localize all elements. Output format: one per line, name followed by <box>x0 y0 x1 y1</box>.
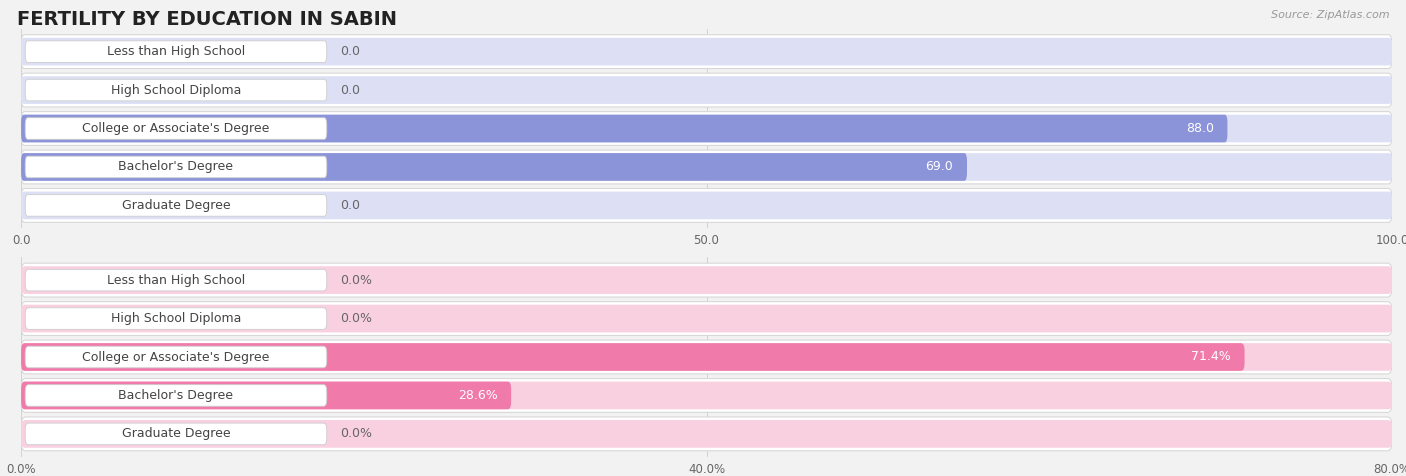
FancyBboxPatch shape <box>21 420 1392 448</box>
Text: 0.0: 0.0 <box>340 45 360 58</box>
FancyBboxPatch shape <box>21 305 1392 332</box>
FancyBboxPatch shape <box>21 191 1392 219</box>
FancyBboxPatch shape <box>25 41 326 62</box>
Text: Graduate Degree: Graduate Degree <box>122 199 231 212</box>
FancyBboxPatch shape <box>21 266 1392 294</box>
FancyBboxPatch shape <box>21 302 1392 336</box>
Text: 28.6%: 28.6% <box>458 389 498 402</box>
FancyBboxPatch shape <box>21 343 1392 371</box>
FancyBboxPatch shape <box>21 188 1392 222</box>
Text: Less than High School: Less than High School <box>107 274 245 287</box>
FancyBboxPatch shape <box>25 79 326 101</box>
FancyBboxPatch shape <box>21 417 1392 451</box>
Text: 0.0: 0.0 <box>340 84 360 97</box>
Text: Less than High School: Less than High School <box>107 45 245 58</box>
Text: College or Associate's Degree: College or Associate's Degree <box>83 122 270 135</box>
Text: 0.0%: 0.0% <box>340 312 373 325</box>
FancyBboxPatch shape <box>25 385 326 406</box>
FancyBboxPatch shape <box>21 382 1392 409</box>
Text: 88.0: 88.0 <box>1185 122 1213 135</box>
FancyBboxPatch shape <box>21 378 1392 412</box>
FancyBboxPatch shape <box>21 150 1392 184</box>
FancyBboxPatch shape <box>21 263 1392 297</box>
FancyBboxPatch shape <box>21 115 1392 142</box>
FancyBboxPatch shape <box>21 76 1392 104</box>
FancyBboxPatch shape <box>21 382 512 409</box>
FancyBboxPatch shape <box>21 340 1392 374</box>
Text: Bachelor's Degree: Bachelor's Degree <box>118 389 233 402</box>
FancyBboxPatch shape <box>25 346 326 368</box>
Text: FERTILITY BY EDUCATION IN SABIN: FERTILITY BY EDUCATION IN SABIN <box>17 10 396 29</box>
FancyBboxPatch shape <box>25 195 326 216</box>
FancyBboxPatch shape <box>21 343 1244 371</box>
Text: 0.0: 0.0 <box>340 199 360 212</box>
FancyBboxPatch shape <box>25 308 326 329</box>
Text: College or Associate's Degree: College or Associate's Degree <box>83 350 270 364</box>
FancyBboxPatch shape <box>21 35 1392 69</box>
FancyBboxPatch shape <box>21 115 1227 142</box>
FancyBboxPatch shape <box>21 73 1392 107</box>
Text: Source: ZipAtlas.com: Source: ZipAtlas.com <box>1271 10 1389 20</box>
FancyBboxPatch shape <box>21 38 1392 66</box>
Text: 69.0: 69.0 <box>925 160 953 173</box>
FancyBboxPatch shape <box>21 153 967 181</box>
Text: High School Diploma: High School Diploma <box>111 84 242 97</box>
FancyBboxPatch shape <box>25 269 326 291</box>
FancyBboxPatch shape <box>25 423 326 445</box>
Text: 71.4%: 71.4% <box>1191 350 1230 364</box>
Text: 0.0%: 0.0% <box>340 427 373 440</box>
FancyBboxPatch shape <box>21 111 1392 146</box>
Text: Bachelor's Degree: Bachelor's Degree <box>118 160 233 173</box>
FancyBboxPatch shape <box>25 118 326 139</box>
Text: High School Diploma: High School Diploma <box>111 312 242 325</box>
FancyBboxPatch shape <box>21 153 1392 181</box>
FancyBboxPatch shape <box>25 156 326 178</box>
Text: 0.0%: 0.0% <box>340 274 373 287</box>
Text: Graduate Degree: Graduate Degree <box>122 427 231 440</box>
